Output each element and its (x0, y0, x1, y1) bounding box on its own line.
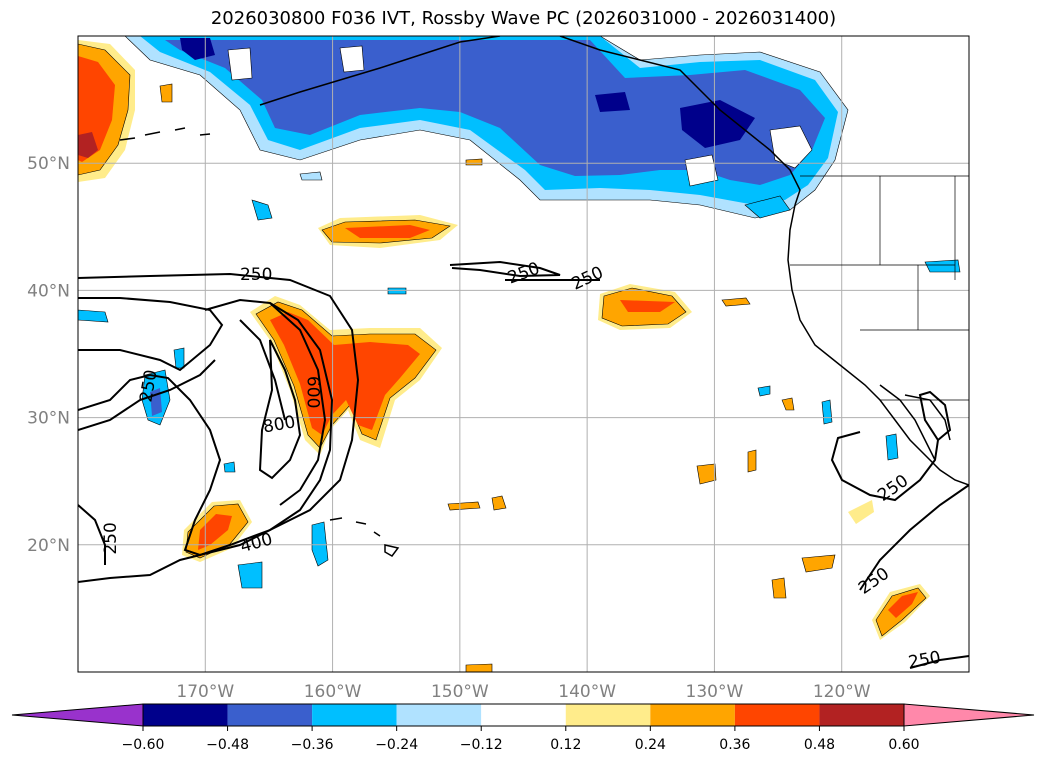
state-borders (790, 176, 969, 331)
latitude-tick-labels: 50°N 40°N 30°N 20°N (27, 154, 70, 556)
pos-blob-3 (696, 463, 717, 485)
colorbar-frame (142, 703, 905, 727)
neg-blob-5 (78, 309, 109, 323)
colorbar-segment (481, 704, 566, 726)
colorbar-tick-label: 0.60 (888, 737, 919, 753)
contour-800 (258, 339, 302, 480)
contour-label: 250 (240, 265, 272, 285)
colorbar-segment (312, 704, 397, 726)
neg-blob-2 (299, 171, 323, 181)
neg-blob-13 (757, 385, 771, 397)
colorbar: −0.60 −0.48 −0.36 −0.24 −0.12 0.12 0.24 0.36 0.4… (11, 703, 1035, 753)
longitude-tick-labels: 170°W 160°W 150°W 140°W 130°W 120°W (176, 682, 870, 702)
colorbar-segment (227, 704, 313, 726)
latitude-tick-label: 20°N (27, 536, 70, 556)
neg-blob-1 (251, 199, 273, 221)
contour-250-west (78, 272, 360, 583)
contour-label: 250 (101, 522, 121, 554)
north-american-west-coast (787, 204, 969, 486)
pos-anomaly-20n-strong (198, 514, 232, 550)
colorbar-tick-label: −0.48 (206, 737, 249, 753)
neg-blob-4 (924, 259, 961, 273)
neg-anomaly-dark-north (165, 40, 825, 185)
latitude-tick-label: 30°N (27, 409, 70, 429)
colorbar-tick-label: −0.24 (375, 737, 418, 753)
latitude-tick-label: 50°N (27, 154, 70, 174)
colorbar-tick-label: 0.12 (550, 737, 581, 753)
neg-anomaly-darkest-north-3 (595, 92, 630, 112)
neg-anomaly-darkest-north-2 (680, 100, 755, 148)
longitude-tick-label: 150°W (431, 682, 489, 702)
pos-blob-2 (721, 297, 751, 307)
ivt-anomaly-shading (78, 36, 961, 672)
colorbar-tick-label: −0.12 (460, 737, 503, 753)
pos-blob-8 (801, 554, 836, 573)
map-frame (77, 35, 970, 673)
neg-anomaly-hole-4 (339, 45, 365, 73)
contour-400 (78, 298, 334, 557)
neg-blob-3 (744, 195, 791, 219)
pos-blob-1 (159, 83, 173, 103)
colorbar-tick-label: 0.36 (719, 737, 750, 753)
pos-anomaly-45n-strong (345, 225, 430, 238)
latitude-tick-label: 40°N (27, 281, 70, 301)
pos-anomaly-40n-strong (620, 300, 675, 312)
neg-blob-11 (885, 433, 899, 461)
pos-blob-6 (491, 495, 507, 511)
neg-blob-12 (223, 461, 236, 473)
colorbar-tick-label: 0.24 (635, 737, 666, 753)
contour-250-southeast (859, 484, 969, 669)
ivt-contours (78, 260, 969, 669)
neg-anomaly-hole-1 (227, 47, 253, 81)
neg-anomaly-darkest-north-1 (180, 38, 215, 60)
pos-blob-9 (771, 577, 787, 599)
aleutian-islands (119, 127, 211, 141)
colorbar-segment (143, 704, 228, 726)
pos-blob-11 (465, 158, 483, 166)
colorbar-segment (650, 704, 735, 726)
contour-600 (239, 302, 327, 506)
contour-label: 600 (302, 376, 322, 408)
contour-250-baja (830, 390, 952, 502)
colorbar-segment (565, 704, 651, 726)
contour-250-west-inner (78, 297, 224, 372)
contour-250-sw (78, 359, 216, 565)
colorbar-extend-max (903, 703, 1035, 727)
pos-blob-5 (447, 501, 481, 511)
contour-250-mid (449, 260, 600, 281)
neg-blob-7 (173, 347, 185, 369)
neg-blob-14 (387, 287, 407, 295)
longitude-tick-label: 120°W (813, 682, 871, 702)
pos-blob-7 (781, 397, 795, 411)
colorbar-segment (734, 704, 820, 726)
pos-blob-4 (747, 449, 757, 473)
pos-blob-12 (465, 663, 493, 672)
pos-anomaly-subtropical-strong (270, 312, 420, 435)
map-title: 2026030800 F036 IVT, Rossby Wave PC (202… (210, 8, 837, 29)
longitude-tick-label: 160°W (304, 682, 362, 702)
colorbar-segment (819, 704, 904, 726)
colorbar-tick-label: −0.36 (291, 737, 334, 753)
neg-blob-9 (237, 561, 263, 589)
pos-anomaly-southeast-strong (888, 592, 918, 618)
coastlines (119, 36, 969, 557)
pos-blob-10 (848, 500, 874, 524)
longitude-tick-label: 130°W (686, 682, 744, 702)
baja-california (879, 384, 951, 461)
longitude-tick-label: 170°W (176, 682, 234, 702)
neg-anomaly-hole-2 (684, 154, 719, 187)
longitude-tick-label: 140°W (558, 682, 616, 702)
colorbar-tick-label: −0.60 (122, 737, 165, 753)
alaska-coast (259, 36, 801, 206)
colorbar-extend-min (11, 703, 144, 727)
colorbar-tick-label: 0.48 (804, 737, 835, 753)
colorbar-segment (396, 704, 482, 726)
neg-blob-10 (821, 399, 833, 425)
neg-blob-8 (311, 521, 329, 567)
hawaii-islands (329, 517, 400, 557)
graticule (78, 36, 969, 672)
pos-anomaly-northwest-max (78, 132, 98, 158)
